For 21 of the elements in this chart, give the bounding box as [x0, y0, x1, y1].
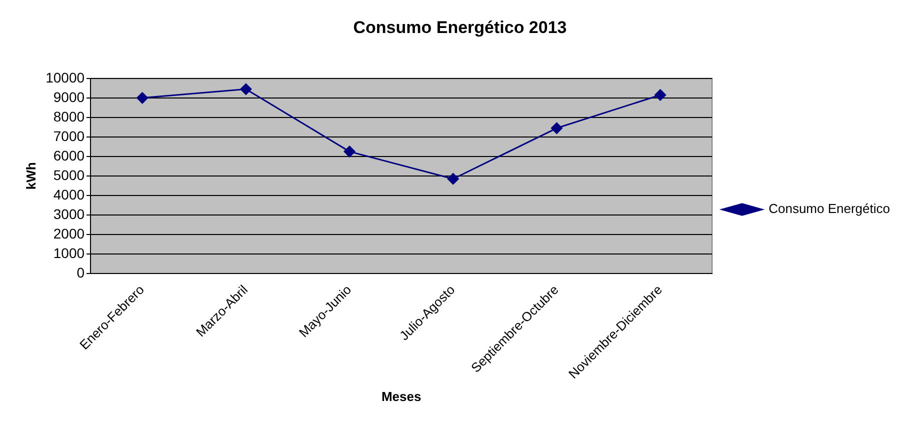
y-tick-label: 3000 [53, 206, 85, 222]
y-tick-label: 0 [76, 264, 85, 280]
chart-title: Consumo Energético 2013 [353, 18, 567, 37]
y-tick-label: 8000 [53, 108, 85, 124]
y-tick-label: 6000 [53, 147, 85, 164]
y-tick-label: 2000 [53, 225, 85, 242]
point [136, 92, 148, 104]
y-tick-label: 7000 [53, 128, 85, 144]
y-tick-label: 10000 [46, 69, 85, 86]
point [447, 173, 459, 185]
point [344, 146, 356, 158]
legend-label: Consumo Energético [768, 201, 890, 216]
y-tick-label: 4000 [53, 186, 85, 202]
y-tick-label: 1000 [53, 244, 85, 261]
point [240, 83, 252, 95]
x-axis-title: Meses [381, 388, 422, 404]
y-tick-label: 9000 [53, 88, 85, 105]
point [654, 89, 666, 101]
y-tick-label: 5000 [53, 166, 85, 183]
point [550, 122, 562, 134]
y-axis-title: kWh [23, 162, 38, 190]
